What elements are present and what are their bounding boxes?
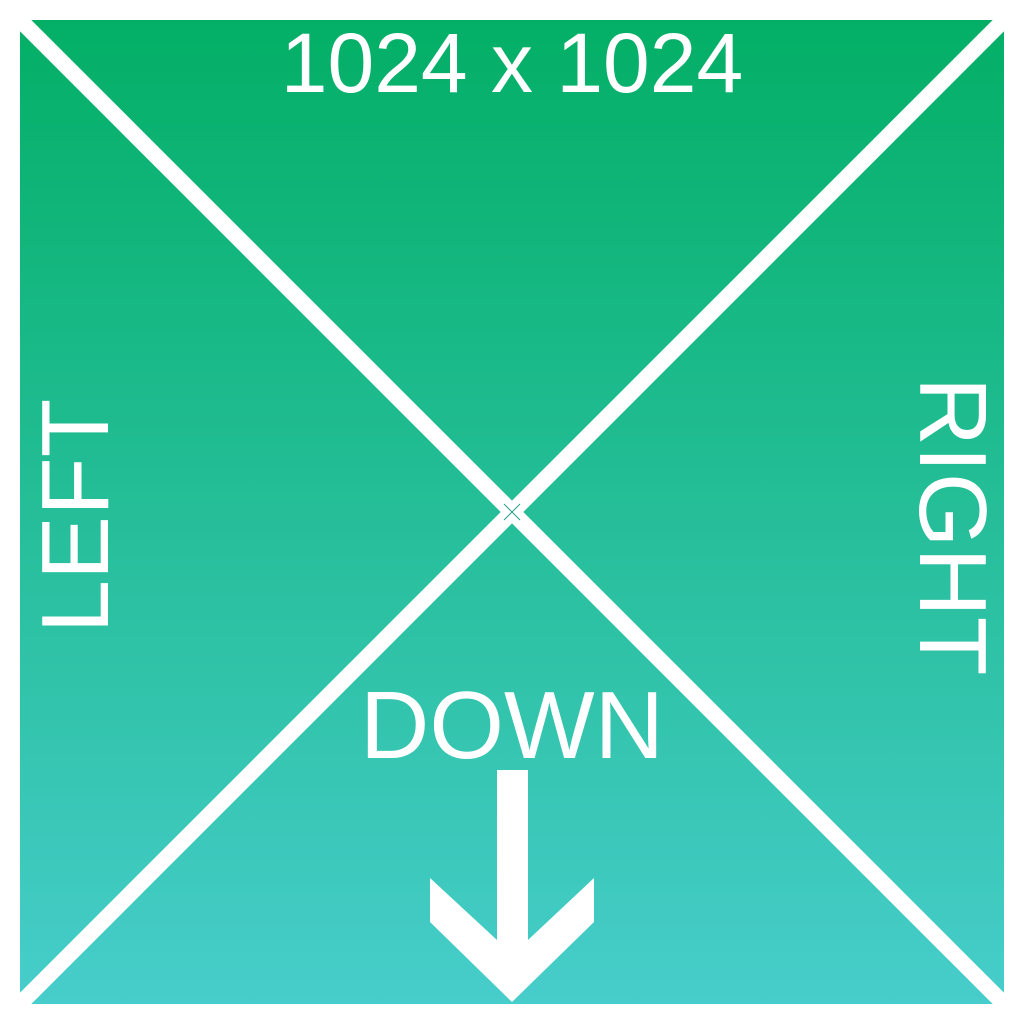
right-label: RIGHT — [899, 377, 1006, 676]
center-crosshair-icon — [503, 503, 521, 521]
arrow-down-icon — [430, 770, 594, 1002]
down-label: DOWN — [360, 672, 664, 779]
left-label: LEFT — [22, 399, 129, 634]
size-label: 1024 x 1024 — [281, 16, 743, 110]
